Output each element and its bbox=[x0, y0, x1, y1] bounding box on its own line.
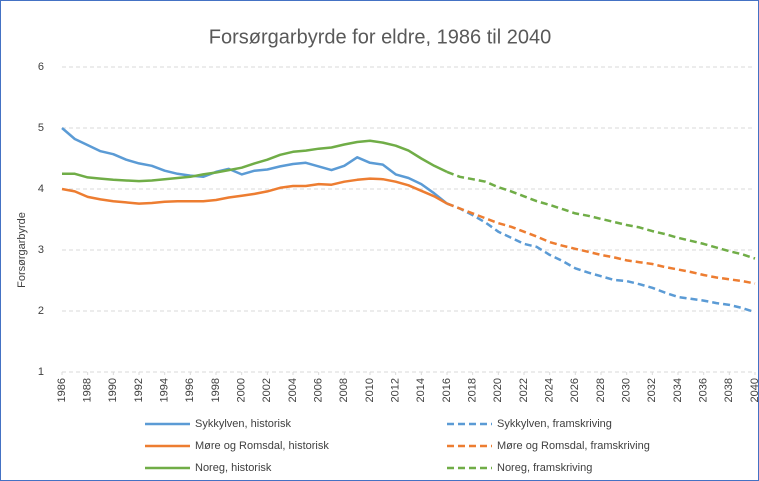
y-tick-label: 4 bbox=[38, 183, 44, 195]
legend-label: Sykkylven, framskriving bbox=[497, 418, 612, 430]
y-axis-label: Forsørgarbyrde bbox=[16, 212, 28, 288]
series-line bbox=[446, 170, 756, 260]
legend-label: Sykkylven, historisk bbox=[195, 418, 291, 430]
x-tick-label: 2014 bbox=[415, 378, 427, 402]
legend-label: Møre og Romsdal, framskriving bbox=[497, 440, 650, 452]
x-tick-label: 2004 bbox=[287, 378, 299, 402]
x-tick-label: 2012 bbox=[390, 378, 402, 402]
y-tick-label: 6 bbox=[38, 61, 44, 73]
x-tick-label: 2024 bbox=[544, 378, 556, 402]
x-tick-label: 1994 bbox=[159, 378, 171, 402]
series-line bbox=[446, 202, 756, 285]
y-tick-label: 2 bbox=[38, 305, 44, 317]
x-tick-label: 2034 bbox=[672, 378, 684, 402]
legend-label: Møre og Romsdal, historisk bbox=[195, 440, 329, 452]
x-tick-label: 1986 bbox=[56, 378, 68, 402]
x-tick-label: 2010 bbox=[364, 378, 376, 402]
x-tick-label: 1988 bbox=[82, 378, 94, 402]
legend-label: Noreg, historisk bbox=[195, 462, 272, 474]
x-tick-label: 2018 bbox=[467, 378, 479, 402]
x-tick-label: 2000 bbox=[236, 378, 248, 402]
x-tick-label: 2006 bbox=[313, 378, 325, 402]
x-tick-label: 2002 bbox=[261, 378, 273, 402]
x-tick-label: 2020 bbox=[492, 378, 504, 402]
x-tick-label: 1992 bbox=[133, 378, 145, 402]
x-tick-label: 2022 bbox=[518, 378, 530, 402]
x-tick-label: 1990 bbox=[107, 378, 119, 402]
x-tick-label: 2040 bbox=[749, 378, 759, 402]
series-line bbox=[61, 177, 448, 205]
y-tick-label: 1 bbox=[38, 366, 44, 378]
x-tick-label: 2028 bbox=[595, 378, 607, 402]
legend-label: Noreg, framskriving bbox=[497, 462, 592, 474]
x-tick-label: 2032 bbox=[646, 378, 658, 402]
y-tick-label: 3 bbox=[38, 244, 44, 256]
x-tick-label: 1998 bbox=[210, 378, 222, 402]
x-tick-label: 1996 bbox=[184, 378, 196, 402]
series-line bbox=[61, 127, 448, 205]
x-tick-label: 2030 bbox=[621, 378, 633, 402]
x-tick-label: 2026 bbox=[569, 378, 581, 402]
x-tick-label: 2008 bbox=[338, 378, 350, 402]
x-tick-label: 2016 bbox=[441, 378, 453, 402]
series-line bbox=[62, 139, 448, 183]
chart-title: Forsørgarbyrde for eldre, 1986 til 2040 bbox=[209, 26, 551, 48]
series-line bbox=[446, 202, 756, 314]
x-tick-label: 2038 bbox=[723, 378, 735, 402]
x-tick-label: 2036 bbox=[698, 378, 710, 402]
y-tick-label: 5 bbox=[38, 122, 44, 134]
